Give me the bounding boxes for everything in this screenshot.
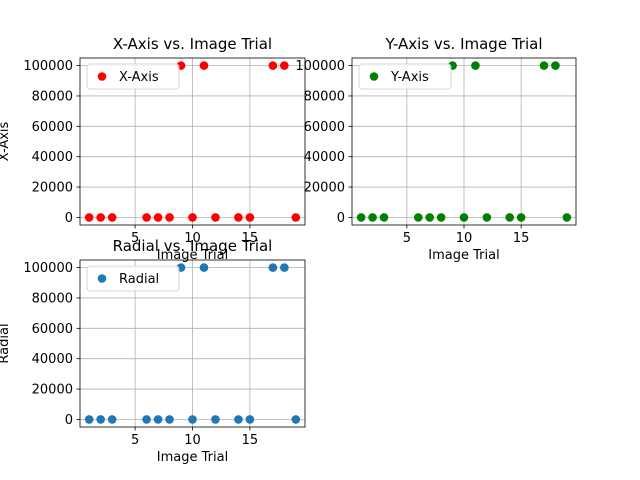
y-tick-label: 40000 — [32, 150, 73, 165]
data-point — [539, 61, 549, 70]
axes-frame — [79, 57, 306, 226]
x-axis-label: Image Trial — [428, 248, 499, 263]
data-point — [471, 61, 480, 70]
y-tick-label: 60000 — [32, 120, 73, 135]
chart-title: Radial vs. Image Trial — [113, 237, 273, 255]
data-point — [199, 263, 209, 272]
y-tick-label: 60000 — [32, 322, 73, 337]
y-tick-label: 0 — [337, 211, 345, 226]
x-axis-label: Image Trial — [157, 248, 228, 263]
data-point — [291, 415, 301, 424]
legend-label: Y-Axis — [390, 70, 429, 85]
y-tick-label: 100000 — [23, 261, 73, 276]
data-point — [413, 213, 423, 222]
data-point — [153, 213, 163, 222]
data-point — [142, 213, 151, 222]
axes-frame — [351, 57, 577, 226]
data-point — [356, 213, 366, 222]
legend-marker — [369, 72, 379, 81]
x-tick-label: 10 — [456, 231, 473, 246]
y-tick-label: 0 — [65, 211, 73, 226]
data-point — [280, 263, 289, 272]
y-axis-label: X-Axis — [0, 121, 12, 161]
data-point — [107, 213, 117, 222]
legend — [358, 63, 452, 90]
y-tick-label: 100000 — [295, 59, 345, 74]
data-point — [234, 415, 243, 424]
legend-label: X-Axis — [119, 70, 159, 85]
data-point — [459, 213, 469, 222]
legend — [86, 63, 180, 90]
y-tick-label: 20000 — [304, 181, 345, 196]
y-tick-label: 60000 — [304, 120, 345, 135]
data-point — [562, 213, 572, 222]
data-point — [165, 213, 174, 222]
chart-title: X-Axis vs. Image Trial — [113, 35, 272, 53]
subplot-1: 5 10 15 0 20000 40000 60000 80000 100000 Y-Axis Im… — [295, 35, 577, 263]
legend-label: Radial — [119, 272, 159, 287]
data-point — [551, 61, 560, 70]
data-point — [379, 213, 389, 222]
data-point — [211, 415, 220, 424]
data-point — [516, 213, 526, 222]
data-point — [84, 213, 94, 222]
data-point — [245, 213, 255, 222]
data-point — [96, 213, 105, 222]
y-tick-label: 20000 — [32, 181, 73, 196]
data-point — [482, 213, 492, 222]
data-point — [142, 415, 151, 424]
data-point — [107, 415, 117, 424]
x-axis-label: Image Trial — [157, 450, 228, 465]
data-point — [280, 61, 289, 70]
data-point — [211, 213, 220, 222]
legend-marker — [97, 72, 107, 81]
legend-marker — [97, 274, 107, 283]
data-point — [268, 263, 278, 272]
x-tick-label: 10 — [184, 433, 201, 448]
x-tick-label: 15 — [513, 231, 530, 246]
data-point — [188, 213, 197, 222]
data-point — [425, 213, 435, 222]
x-tick-label: 5 — [403, 231, 411, 246]
y-tick-label: 80000 — [304, 89, 345, 104]
data-point — [234, 213, 243, 222]
x-tick-label: 15 — [242, 231, 259, 246]
y-axis-label: Radial — [0, 323, 12, 363]
subplot-2: 5 10 15 0 20000 40000 60000 80000 100000 Radial Im… — [0, 237, 306, 465]
data-point — [291, 213, 301, 222]
data-point — [245, 415, 255, 424]
data-point — [368, 213, 377, 222]
axes-frame — [79, 259, 306, 428]
y-tick-label: 40000 — [304, 150, 345, 165]
x-tick-label: 5 — [131, 433, 139, 448]
data-point — [188, 415, 197, 424]
y-tick-label: 80000 — [32, 291, 73, 306]
x-tick-label: 5 — [131, 231, 139, 246]
x-tick-label: 10 — [184, 231, 201, 246]
x-tick-label: 15 — [242, 433, 259, 448]
y-tick-label: 20000 — [32, 383, 73, 398]
legend — [86, 265, 180, 292]
chart-title: Y-Axis vs. Image Trial — [385, 35, 543, 53]
data-point — [436, 213, 446, 222]
data-point — [96, 415, 105, 424]
data-point — [268, 61, 278, 70]
y-tick-label: 100000 — [23, 59, 73, 74]
subplot-0: 5 10 15 0 20000 40000 60000 80000 100000 X-Axis Im… — [0, 35, 306, 263]
y-tick-label: 0 — [65, 413, 73, 428]
y-tick-label: 80000 — [32, 89, 73, 104]
data-point — [153, 415, 163, 424]
data-point — [84, 415, 94, 424]
data-point — [505, 213, 515, 222]
y-tick-label: 40000 — [32, 352, 73, 367]
data-point — [165, 415, 174, 424]
data-point — [199, 61, 209, 70]
